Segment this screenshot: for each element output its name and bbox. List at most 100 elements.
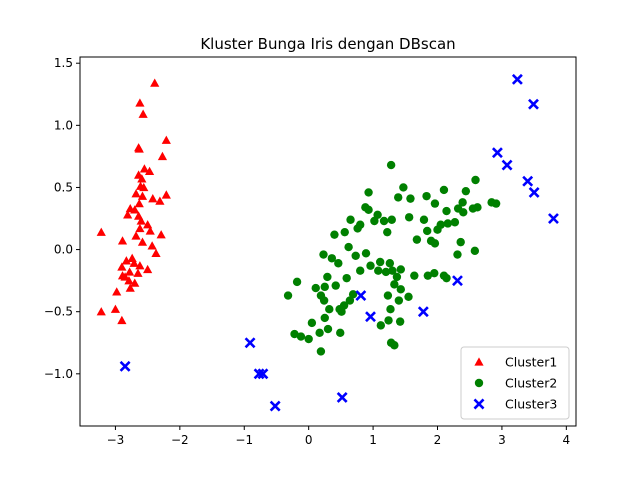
y-tick-label: −1.0 [44,367,73,381]
cluster3-point [528,186,540,198]
cluster2-point [376,321,386,330]
y-tick-label: 1.0 [54,118,73,132]
cluster2-point [375,257,385,267]
cluster2-point [430,268,439,278]
cluster2-point [323,272,332,282]
cluster3-point [522,175,534,187]
cluster2-point [307,318,317,328]
cluster3-point [365,311,376,323]
cluster1-point [139,164,150,173]
cluster3-point [491,147,503,159]
cluster1-point [129,258,139,267]
cluster2-point [379,216,389,226]
cluster1-point [138,109,148,118]
cluster2-point [331,281,340,290]
cluster2-point [374,266,383,275]
cluster3-point [269,400,281,412]
cluster1-point [156,230,166,239]
x-tick-label: −1 [235,433,253,447]
cluster2-point [337,307,346,316]
cluster2-point [442,206,451,216]
cluster1-point [121,256,131,265]
cluster2-point [392,272,402,282]
cluster2-point [396,265,405,274]
cluster2-point [430,199,440,208]
cluster1-point [136,216,146,225]
cluster2-point [395,317,405,326]
cluster2-point [443,219,453,228]
cluster2-point [296,332,306,341]
cluster3-point [511,73,523,85]
y-tick-label: 0.5 [54,180,73,194]
legend-label-cluster1: Cluster1 [505,355,557,370]
cluster1-point [96,307,106,316]
x-tick-label: 4 [563,433,571,447]
cluster3-point [452,275,463,287]
series-cluster1 [96,78,171,325]
x-axis: −3 −2 −1 0 1 2 3 4 [107,426,571,447]
legend: Cluster1 Cluster2 Cluster3 [460,346,570,420]
cluster1-point [144,166,155,175]
cluster1-point [117,262,127,271]
cluster2-point [456,237,465,247]
y-tick-label: 1.5 [54,56,73,70]
cluster2-point [292,277,302,287]
cluster2-point [461,186,471,196]
cluster2-point [386,160,396,170]
cluster2-point [364,188,373,197]
cluster2-point [361,249,371,258]
x-tick-label: −2 [171,433,189,447]
legend-marker-cluster2 [474,378,484,388]
cluster2-point [386,305,395,314]
cluster1-point [131,231,141,240]
cluster2-point [394,296,404,305]
cluster1-point [143,220,153,229]
cluster2-point [373,210,382,219]
legend-box [460,346,570,420]
cluster2-point [406,194,415,203]
cluster2-point [394,193,403,202]
cluster2-point [439,185,449,195]
cluster2-point [404,292,413,301]
data-points [96,73,559,412]
cluster2-point [315,328,324,338]
cluster2-point [383,227,392,237]
cluster1-point [133,268,143,277]
x-tick-label: 3 [498,433,506,447]
y-axis: −1.0 −0.5 0.0 0.5 1.0 1.5 [44,56,80,381]
cluster1-point [155,196,165,205]
cluster2-point [384,316,393,325]
cluster1-point [123,210,133,219]
cluster2-point [366,261,375,270]
cluster1-point [157,151,168,161]
cluster1-point [131,189,141,198]
cluster1-point [135,261,145,270]
cluster2-point [361,203,370,212]
series-cluster2 [283,160,501,356]
cluster1-point [134,144,144,153]
cluster2-point [290,329,299,339]
cluster2-point [459,208,468,217]
cluster1-point [148,194,158,203]
cluster3-point [417,306,429,318]
legend-label-cluster3: Cluster3 [505,397,557,412]
legend-marker-cluster1 [474,357,484,366]
cluster1-point [161,190,171,199]
cluster3-point [257,368,269,380]
cluster2-point [304,334,313,344]
cluster2-point [458,198,467,207]
x-tick-label: 2 [434,433,442,447]
cluster2-point [453,250,462,259]
cluster2-point [346,215,355,224]
cluster2-point [323,324,333,334]
cluster2-point [370,216,379,226]
cluster2-point [430,239,440,248]
plot-frame [79,56,577,427]
cluster2-point [388,266,397,275]
y-tick-label: −0.5 [44,305,73,319]
cluster3-point [501,159,513,171]
cluster2-point [319,296,329,305]
cluster1-point [137,237,148,246]
cluster3-point [355,290,367,301]
